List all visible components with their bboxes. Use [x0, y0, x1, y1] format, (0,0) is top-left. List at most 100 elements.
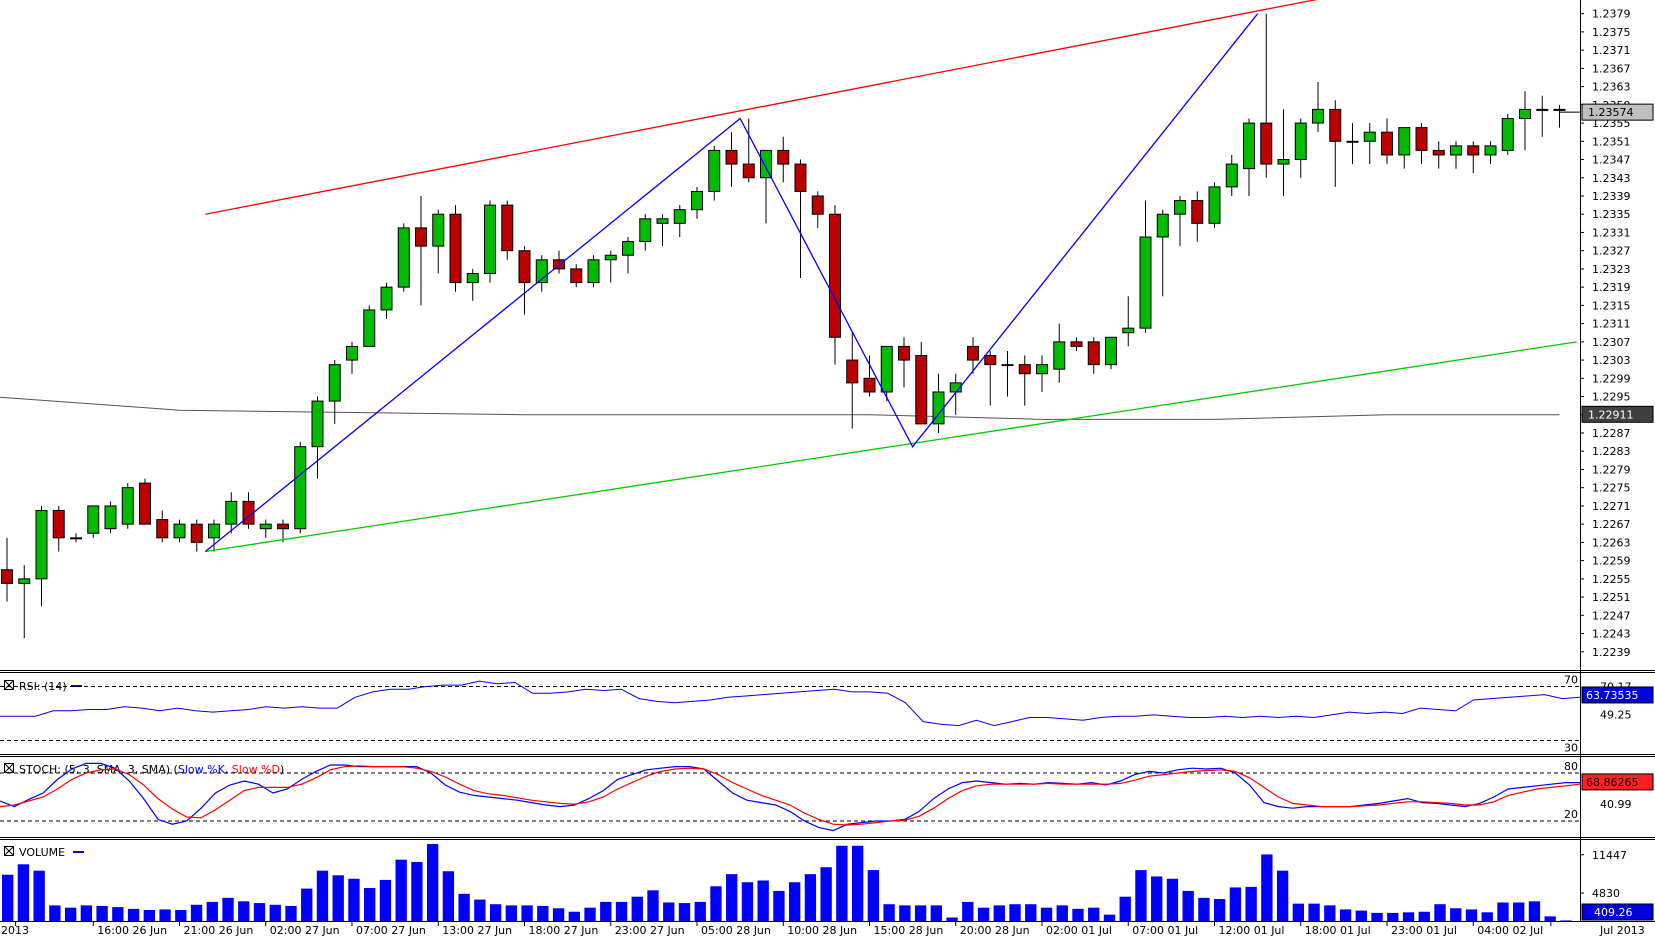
- volume-bar: [537, 905, 549, 921]
- volume-bar: [2, 874, 14, 921]
- price-tick-label: 1.2255: [1592, 573, 1631, 586]
- volume-bar: [552, 908, 565, 921]
- rsi-level-label: 30: [1564, 742, 1578, 755]
- volume-bar: [694, 901, 706, 921]
- time-tick-label: 02:00 27 Jun: [270, 924, 340, 937]
- candle-down: [863, 377, 876, 393]
- volume-bar: [1151, 876, 1163, 921]
- candle-up: [1053, 341, 1066, 370]
- volume-bar: [96, 905, 108, 921]
- volume-bar: [1213, 899, 1226, 921]
- volume-bar: [127, 908, 140, 921]
- candle-up: [622, 241, 634, 256]
- volume-bar: [600, 901, 612, 921]
- volume-bar: [1088, 907, 1100, 921]
- stoch-value-label: 68.86265: [1586, 776, 1639, 789]
- candle-up: [1294, 122, 1307, 161]
- volume-plot: [2, 844, 1572, 921]
- volume-bar: [1450, 908, 1462, 921]
- time-tick-label: 18:00 01 Jul: [1305, 924, 1371, 937]
- candle-down: [1018, 364, 1031, 375]
- price-labels: 1.23574 1.22911: [1559, 103, 1654, 423]
- volume-bar: [647, 890, 659, 921]
- time-tick-label: 23:00 01 Jul: [1391, 924, 1457, 937]
- volume-title: VOLUME: [19, 846, 65, 859]
- volume-bar: [568, 911, 580, 921]
- candle-down: [1191, 200, 1204, 224]
- candle-down: [1087, 341, 1100, 366]
- volume-bar: [820, 867, 832, 921]
- candle-up: [587, 259, 600, 284]
- volume-bar: [521, 905, 533, 921]
- candle-up: [656, 218, 669, 224]
- time-tick-label: 16:00 26 Jun: [97, 924, 167, 937]
- stoch-panel: STOCH: (5, 3, SMA, 3, SMA) (Slow %K, Slo…: [0, 760, 1654, 832]
- candle-up: [328, 364, 341, 402]
- candle-up: [1174, 200, 1186, 215]
- volume-bar: [1025, 904, 1037, 921]
- volume-value-label: 409.26: [1594, 906, 1633, 919]
- stoch-level-label: 80: [1564, 760, 1578, 773]
- candle-up: [880, 345, 893, 393]
- stoch-title: STOCH: (5, 3, SMA, 3, SMA) (Slow %K, Slo…: [19, 763, 284, 776]
- candle-down: [501, 204, 514, 252]
- rsi-collapse-icon[interactable]: [4, 680, 14, 690]
- candle-up: [363, 309, 376, 347]
- volume-bar: [1497, 902, 1509, 921]
- price-tick-label: 1.2259: [1592, 555, 1631, 568]
- price-tick-label: 1.2299: [1592, 372, 1631, 385]
- price-tick-label: 1.2311: [1592, 318, 1631, 331]
- price-tick-label: 1.2307: [1592, 336, 1631, 349]
- volume-bar: [301, 888, 313, 921]
- rsi-line: [0, 680, 1580, 727]
- candle-up: [1346, 140, 1359, 143]
- candle-up: [1036, 364, 1048, 375]
- volume-bar: [269, 904, 281, 921]
- volume-bar: [710, 886, 722, 921]
- candle-up: [535, 259, 548, 284]
- volume-bar: [316, 870, 329, 921]
- candle-down: [777, 149, 790, 165]
- volume-bar: [175, 910, 187, 921]
- volume-bar: [442, 871, 455, 921]
- candle-up: [35, 509, 48, 580]
- candle-up: [208, 523, 220, 539]
- volume-bar: [946, 917, 958, 921]
- volume-bar: [1135, 870, 1147, 921]
- price-tick-label: 1.2363: [1592, 81, 1631, 94]
- time-tick-label: Jul 2013: [1599, 924, 1645, 937]
- candle-down: [1415, 127, 1428, 151]
- candle-up: [639, 218, 652, 243]
- candle-down: [915, 355, 928, 425]
- price-tick-label: 1.2343: [1592, 172, 1631, 185]
- volume-bar: [836, 845, 848, 921]
- candle-up: [1122, 327, 1135, 334]
- volume-bar: [379, 879, 392, 921]
- volume-bar: [238, 901, 250, 921]
- current-price-box: [1581, 103, 1654, 121]
- candle-down: [846, 359, 859, 384]
- volume-bar: [1513, 902, 1525, 921]
- volume-bar: [899, 905, 911, 921]
- volume-bar: [33, 870, 45, 921]
- volume-bar: [883, 904, 895, 921]
- candle-up: [760, 149, 772, 179]
- stoch-tick-label: 40.99: [1600, 798, 1632, 811]
- time-tick-label: 12:00 01 Jul: [1219, 924, 1285, 937]
- candle-down: [449, 213, 462, 284]
- candle-up: [673, 209, 686, 224]
- volume-collapse-icon[interactable]: [4, 846, 14, 856]
- stoch-d-line: [0, 765, 1580, 826]
- time-tick-label: 15:00 28 Jun: [874, 924, 944, 937]
- price-tick-label: 1.2327: [1592, 245, 1631, 258]
- price-tick-label: 1.2295: [1592, 391, 1631, 404]
- stoch-collapse-icon[interactable]: [4, 763, 14, 773]
- volume-bar: [474, 899, 486, 921]
- volume-bar: [1182, 890, 1194, 921]
- volume-bar: [678, 903, 691, 921]
- volume-bar: [1292, 903, 1305, 921]
- price-tick-label: 1.2319: [1592, 281, 1631, 294]
- candle-up: [311, 400, 324, 448]
- candle-up: [259, 523, 272, 530]
